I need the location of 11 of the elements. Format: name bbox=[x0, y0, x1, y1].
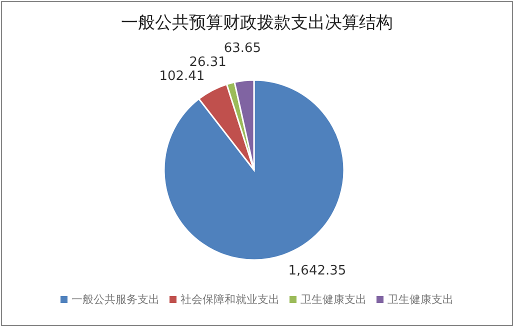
chart-title: 一般公共预算财政拨款支出决算结构 bbox=[121, 13, 393, 32]
data-label: 26.31 bbox=[189, 55, 226, 70]
pie-slice bbox=[198, 83, 255, 171]
data-label: 1,642.35 bbox=[288, 263, 346, 278]
legend-label: 社会保障和就业支出 bbox=[180, 293, 280, 306]
legend-label: 卫生健康支出 bbox=[388, 293, 454, 306]
data-label: 102.41 bbox=[159, 69, 205, 84]
legend-label: 卫生健康支出 bbox=[300, 293, 366, 306]
legend-label: 一般公共服务支出 bbox=[72, 293, 160, 306]
pie-slice bbox=[163, 79, 345, 261]
data-label: 63.65 bbox=[224, 41, 262, 56]
